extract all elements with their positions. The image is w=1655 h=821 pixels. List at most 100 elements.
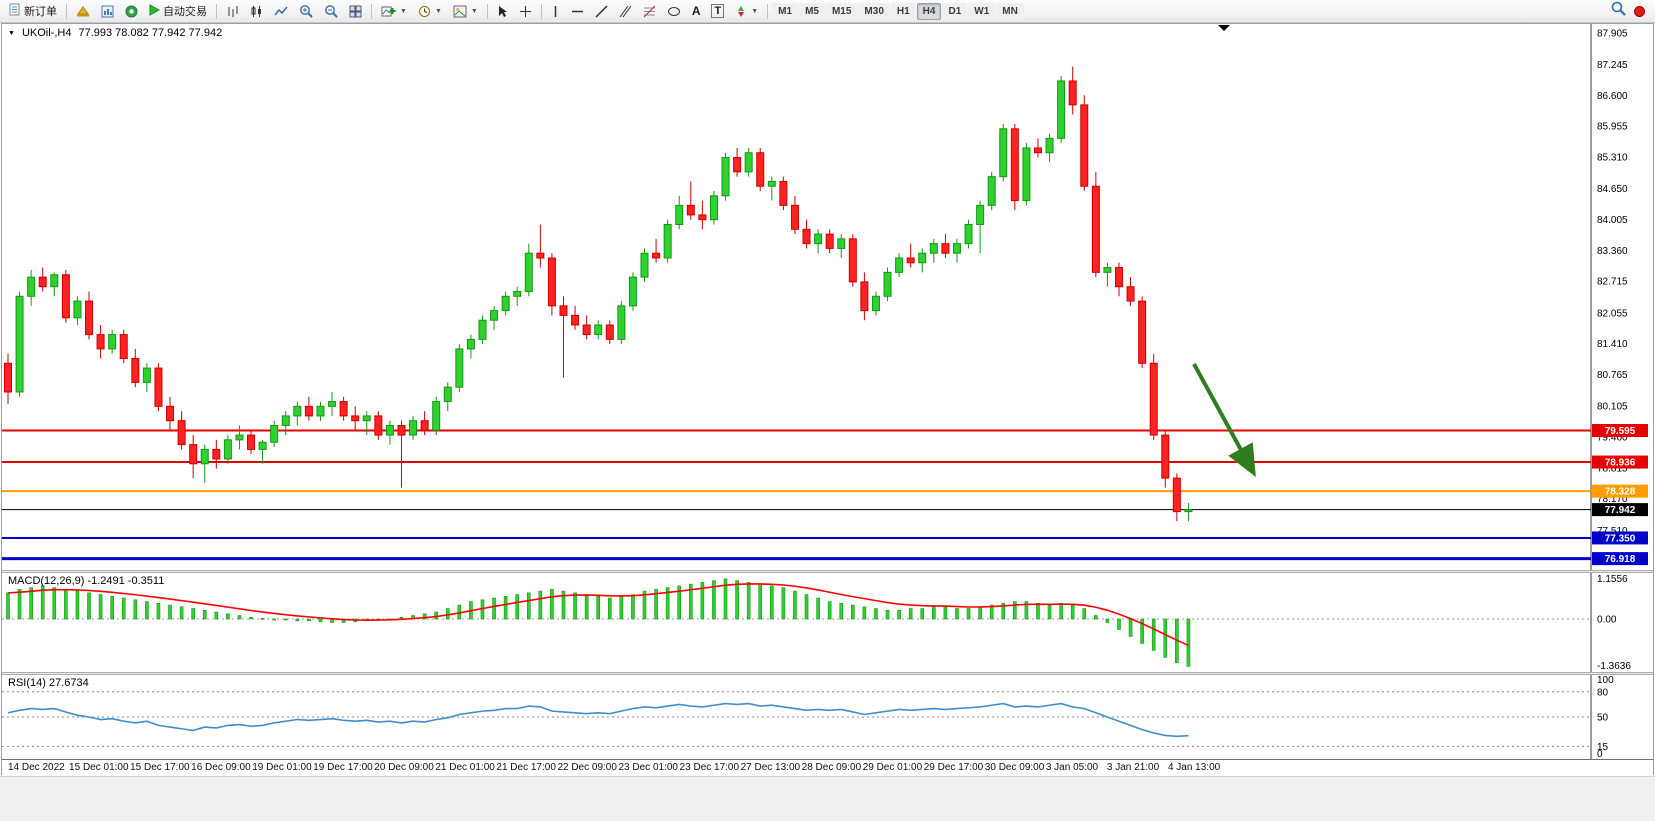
time-axis-label: 27 Dec 13:00 <box>740 762 801 773</box>
time-axis-label: 15 Dec 01:00 <box>69 762 129 773</box>
svg-text:83.360: 83.360 <box>1597 246 1628 257</box>
svg-text:15: 15 <box>1597 742 1609 753</box>
new-order-button[interactable]: 新订单 <box>4 2 62 21</box>
svg-text:0.00: 0.00 <box>1597 615 1617 626</box>
toolbar-separator <box>371 3 372 19</box>
shapes-tool-icon[interactable] <box>662 2 686 21</box>
chart-symbol-label: UKOil-,H4 <box>21 27 72 39</box>
timeframe-m15-button[interactable]: M15 <box>825 2 858 20</box>
tile-windows-icon[interactable] <box>344 2 367 21</box>
zoom-in-icon[interactable] <box>294 2 318 21</box>
line-chart-type-icon[interactable] <box>269 2 293 21</box>
macd-panel-divider[interactable] <box>2 570 1653 573</box>
time-axis-label: 30 Dec 09:00 <box>984 762 1045 773</box>
arrows-tool-icon[interactable]: ▼ <box>730 2 763 21</box>
trendline-tool-icon[interactable] <box>590 2 613 21</box>
svg-text:77.510: 77.510 <box>1597 526 1628 537</box>
metaeditor-icon[interactable] <box>71 2 95 21</box>
chart-title: ▼ UKOil-,H4 77.993 78.082 77.942 77.942 <box>8 27 222 39</box>
zoom-out-icon[interactable] <box>319 2 343 21</box>
crosshair-tool-icon[interactable] <box>514 2 537 21</box>
dropdown-caret-icon: ▼ <box>470 7 478 15</box>
svg-text:78.328: 78.328 <box>1605 487 1636 498</box>
timeframe-m30-button[interactable]: M30 <box>858 2 890 20</box>
timeframe-mn-button[interactable]: MN <box>996 2 1024 20</box>
fibonacci-tool-icon[interactable] <box>638 2 661 21</box>
toolbar-separator <box>767 3 769 19</box>
price-scale[interactable] <box>1591 24 1653 776</box>
svg-text:0: 0 <box>1597 749 1603 759</box>
vertical-line-tool-icon[interactable] <box>546 2 565 21</box>
timeframe-m1-button[interactable]: M1 <box>772 2 799 20</box>
time-axis-label: 29 Dec 17:00 <box>923 762 984 773</box>
new-chart-button[interactable]: ▼ <box>376 2 412 21</box>
dropdown-caret-icon: ▼ <box>434 7 442 15</box>
svg-text:79.460: 79.460 <box>1597 432 1628 443</box>
svg-text:80.105: 80.105 <box>1597 402 1628 413</box>
toolbar-separator <box>216 3 217 19</box>
autotrading-label: 自动交易 <box>163 6 207 18</box>
svg-text:82.055: 82.055 <box>1597 308 1628 319</box>
time-axis-label: 4 Jan 13:00 <box>1167 762 1221 773</box>
market-watch-icon[interactable] <box>96 2 119 21</box>
timeframe-h1-button[interactable]: H1 <box>890 2 916 20</box>
toolbar-separator <box>486 3 488 19</box>
time-axis-label: 28 Dec 09:00 <box>801 762 862 773</box>
period-clock-button[interactable]: ▼ <box>413 2 447 21</box>
time-axis-label: 3 Jan 21:00 <box>1106 762 1160 773</box>
svg-text:85.955: 85.955 <box>1597 122 1628 133</box>
time-axis-label: 22 Dec 09:00 <box>557 762 617 773</box>
toolbar-separator <box>540 3 542 19</box>
timeframe-d1-button[interactable]: D1 <box>942 2 968 20</box>
svg-text:77.942: 77.942 <box>1605 505 1636 516</box>
svg-text:1.1556: 1.1556 <box>1597 574 1628 585</box>
time-axis-label: 23 Dec 17:00 <box>679 762 740 773</box>
time-axis[interactable]: 14 Dec 2022 15 Dec 01:00 15 Dec 17:00 16 De… <box>2 759 1653 775</box>
svg-text:84.005: 84.005 <box>1597 215 1628 226</box>
notification-dot-icon[interactable] <box>1634 5 1645 17</box>
mql5-community-icon[interactable] <box>120 2 143 21</box>
svg-text:86.600: 86.600 <box>1597 91 1628 102</box>
macd-label: MACD(12,26,9) -1.2491 -0.3511 <box>8 575 165 587</box>
time-axis-label: 20 Dec 09:00 <box>374 762 434 773</box>
autotrading-play-icon <box>149 3 161 19</box>
horizontal-line-tool-icon[interactable] <box>566 2 589 21</box>
search-icon[interactable] <box>1611 1 1626 21</box>
timeframe-m5-button[interactable]: M5 <box>799 2 825 20</box>
time-axis-label: 29 Dec 01:00 <box>862 762 923 773</box>
time-axis-label: 16 Dec 09:00 <box>191 762 251 773</box>
status-strip <box>0 776 1655 821</box>
svg-text:85.310: 85.310 <box>1597 153 1628 164</box>
timeframe-h4-button[interactable]: H4 <box>916 2 942 20</box>
text-tool-icon[interactable]: A <box>687 2 706 21</box>
svg-text:76.918: 76.918 <box>1605 554 1636 565</box>
svg-text:80.765: 80.765 <box>1597 370 1628 381</box>
svg-text:87.245: 87.245 <box>1597 60 1628 71</box>
rsi-panel-divider[interactable] <box>2 672 1653 675</box>
svg-text:50: 50 <box>1597 713 1609 724</box>
time-axis-label: 19 Dec 17:00 <box>313 762 373 773</box>
channel-tool-icon[interactable] <box>614 2 637 21</box>
time-axis-label: 3 Jan 05:00 <box>1045 762 1099 773</box>
chart-menu-icon[interactable]: ▼ <box>8 29 15 37</box>
chart-window: 87.905 87.245 86.600 85.955 85.310 84.650 84.0… <box>1 23 1654 775</box>
svg-text:-1.3636: -1.3636 <box>1597 661 1631 672</box>
svg-text:78.815: 78.815 <box>1597 463 1628 474</box>
price-chart[interactable]: 87.905 87.245 86.600 85.955 85.310 84.650 84.0… <box>2 24 1653 570</box>
template-button[interactable]: ▼ <box>448 2 483 21</box>
svg-text:84.650: 84.650 <box>1597 184 1628 195</box>
bar-chart-type-icon[interactable] <box>221 2 244 21</box>
new-order-label: 新订单 <box>24 6 57 18</box>
text-label-tool-icon[interactable]: T <box>706 2 729 21</box>
timeframe-w1-button[interactable]: W1 <box>968 2 996 20</box>
svg-text:78.936: 78.936 <box>1605 458 1636 469</box>
time-axis-label: 23 Dec 01:00 <box>618 762 679 773</box>
macd-panel[interactable]: 1.1556 0.00 -1.3636 <box>2 573 1653 672</box>
autotrading-button[interactable]: 自动交易 <box>144 2 212 21</box>
cursor-tool-icon[interactable] <box>492 2 513 21</box>
svg-text:87.905: 87.905 <box>1597 28 1628 39</box>
svg-text:100: 100 <box>1597 675 1614 686</box>
candlestick-chart-type-icon[interactable] <box>245 2 268 21</box>
chart-ohlc-values: 77.993 78.082 77.942 77.942 <box>78 27 223 39</box>
